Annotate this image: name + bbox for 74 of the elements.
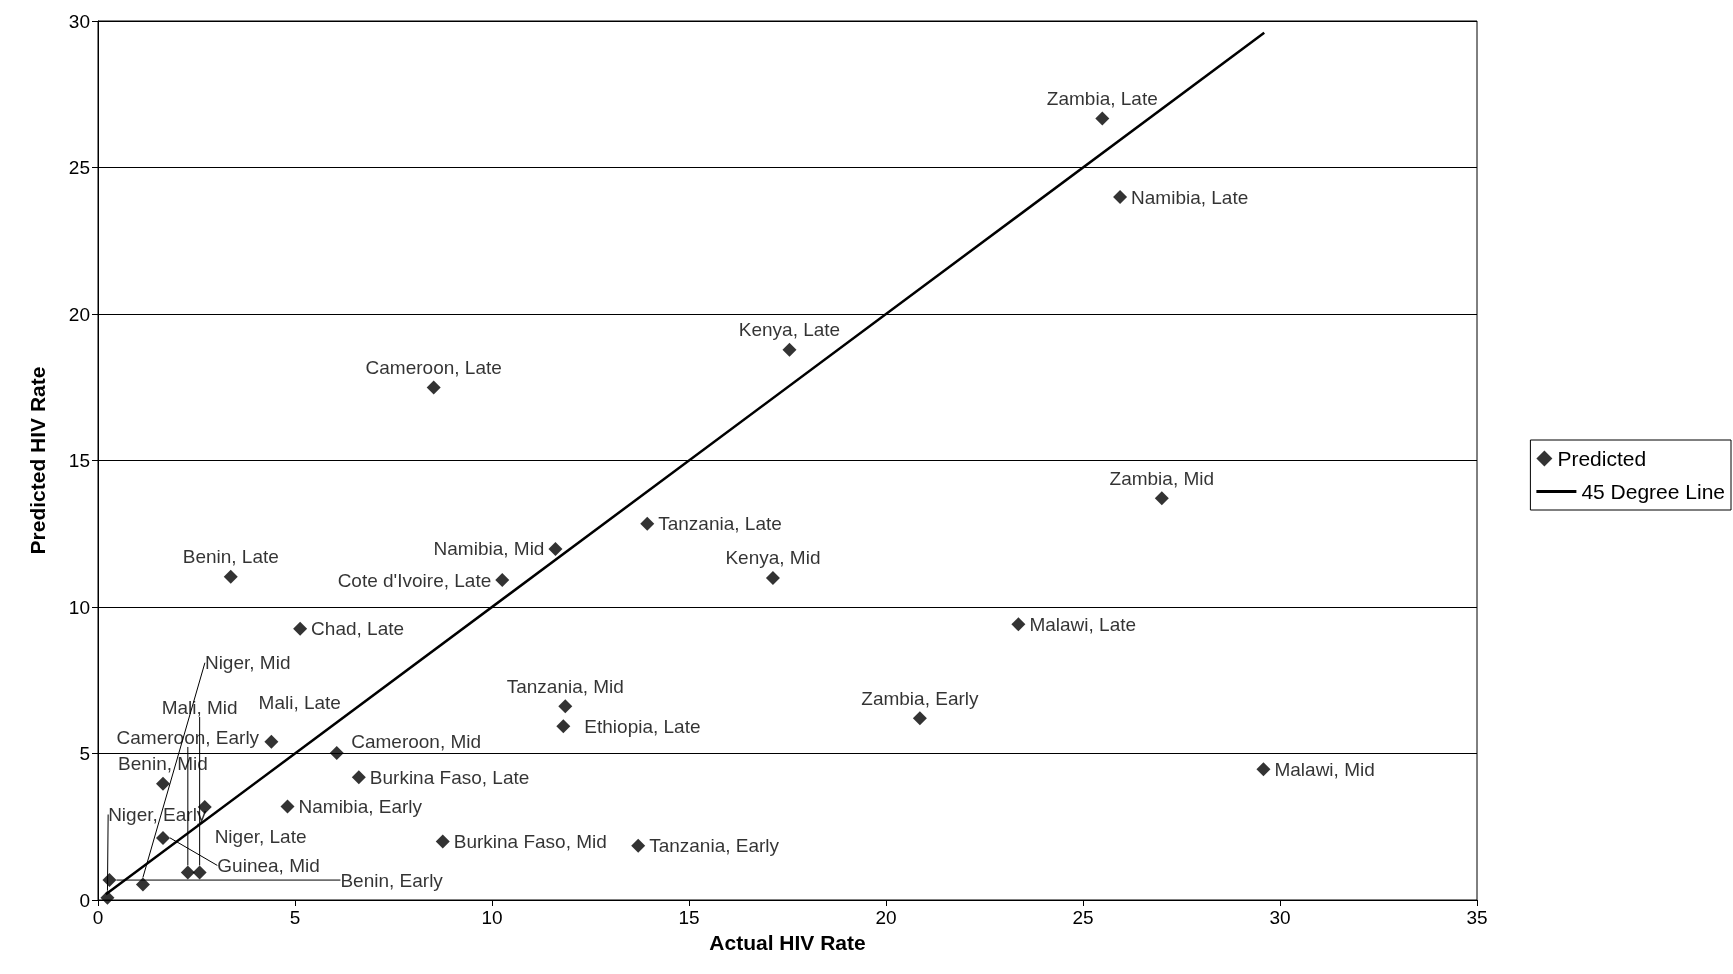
data-label: Chad, Late (311, 618, 405, 640)
data-label: Tanzania, Late (658, 513, 782, 535)
point (223, 569, 238, 584)
y-axis-title: Predicted HIV Rate (26, 366, 49, 555)
point (280, 799, 295, 814)
data-label: Benin, Early (340, 869, 444, 891)
x-tick-label: 35 (1466, 907, 1488, 928)
point (640, 516, 655, 531)
point (548, 541, 563, 556)
data-label: Zambia, Mid (1109, 467, 1215, 489)
point (1011, 617, 1026, 632)
y-tick-label: 30 (68, 10, 90, 32)
data-label: Cameroon, Late (365, 357, 502, 379)
data-label: Namibia, Early (298, 796, 423, 818)
point (495, 573, 510, 588)
data-label: Zambia, Early (861, 687, 979, 709)
point (156, 830, 171, 845)
data-label: Kenya, Late (738, 319, 841, 341)
y-tick-label: 15 (68, 450, 90, 471)
x-tick-label: 5 (289, 907, 301, 928)
y-tick-label: 20 (68, 303, 90, 325)
legend-label: 45 Degree Line (1581, 480, 1725, 503)
point (1154, 491, 1169, 506)
data-label: Benin, Late (182, 546, 279, 568)
data-label: Zambia, Late (1046, 88, 1158, 110)
point (558, 699, 573, 714)
data-label: Ethiopia, Late (584, 715, 701, 737)
point (351, 770, 366, 785)
y-tick-label: 25 (68, 157, 90, 178)
x-tick-label: 20 (875, 907, 897, 928)
data-label: Namibia, Late (1131, 186, 1249, 208)
point (329, 745, 344, 760)
point (1256, 762, 1271, 777)
legend-label: Predicted (1557, 447, 1647, 470)
point (102, 873, 117, 888)
data-label: Kenya, Mid (725, 547, 821, 569)
data-label: Niger, Mid (204, 652, 291, 674)
point (782, 342, 797, 357)
y-tick-label: 5 (79, 743, 90, 764)
point (435, 834, 450, 849)
x-axis-title: Actual HIV Rate (709, 930, 866, 954)
x-tick-label: 25 (1072, 907, 1094, 928)
x-tick-label: 0 (92, 907, 104, 928)
y-tick-label: 0 (79, 889, 90, 911)
data-label: Burkina Faso, Mid (453, 830, 607, 852)
data-label: Malawi, Mid (1274, 758, 1375, 780)
point (1095, 111, 1110, 126)
data-label: Mali, Late (258, 692, 341, 714)
data-label: Tanzania, Mid (506, 675, 624, 697)
data-label: Burkina Faso, Late (369, 766, 530, 788)
data-label: Tanzania, Early (649, 835, 780, 857)
point (426, 380, 441, 395)
point (556, 719, 571, 734)
point (180, 865, 195, 880)
x-tick-label: 15 (678, 907, 700, 928)
point (1113, 190, 1128, 205)
point (100, 890, 115, 905)
data-label: Niger, Late (214, 826, 307, 848)
data-label: Cote d'Ivoire, Late (337, 569, 492, 591)
point (293, 621, 308, 636)
x-tick-label: 10 (481, 907, 503, 928)
data-label: Cameroon, Mid (351, 730, 482, 752)
point (912, 711, 927, 726)
point (264, 734, 279, 749)
x-tick-label: 30 (1269, 907, 1291, 928)
data-label: Guinea, Mid (217, 854, 320, 876)
point (631, 838, 646, 853)
y-tick-label: 10 (68, 596, 90, 618)
point (156, 776, 171, 791)
data-label: Malawi, Late (1029, 613, 1137, 635)
data-label: Namibia, Mid (433, 538, 545, 560)
point (135, 877, 150, 892)
point (765, 570, 780, 585)
point (192, 865, 207, 880)
